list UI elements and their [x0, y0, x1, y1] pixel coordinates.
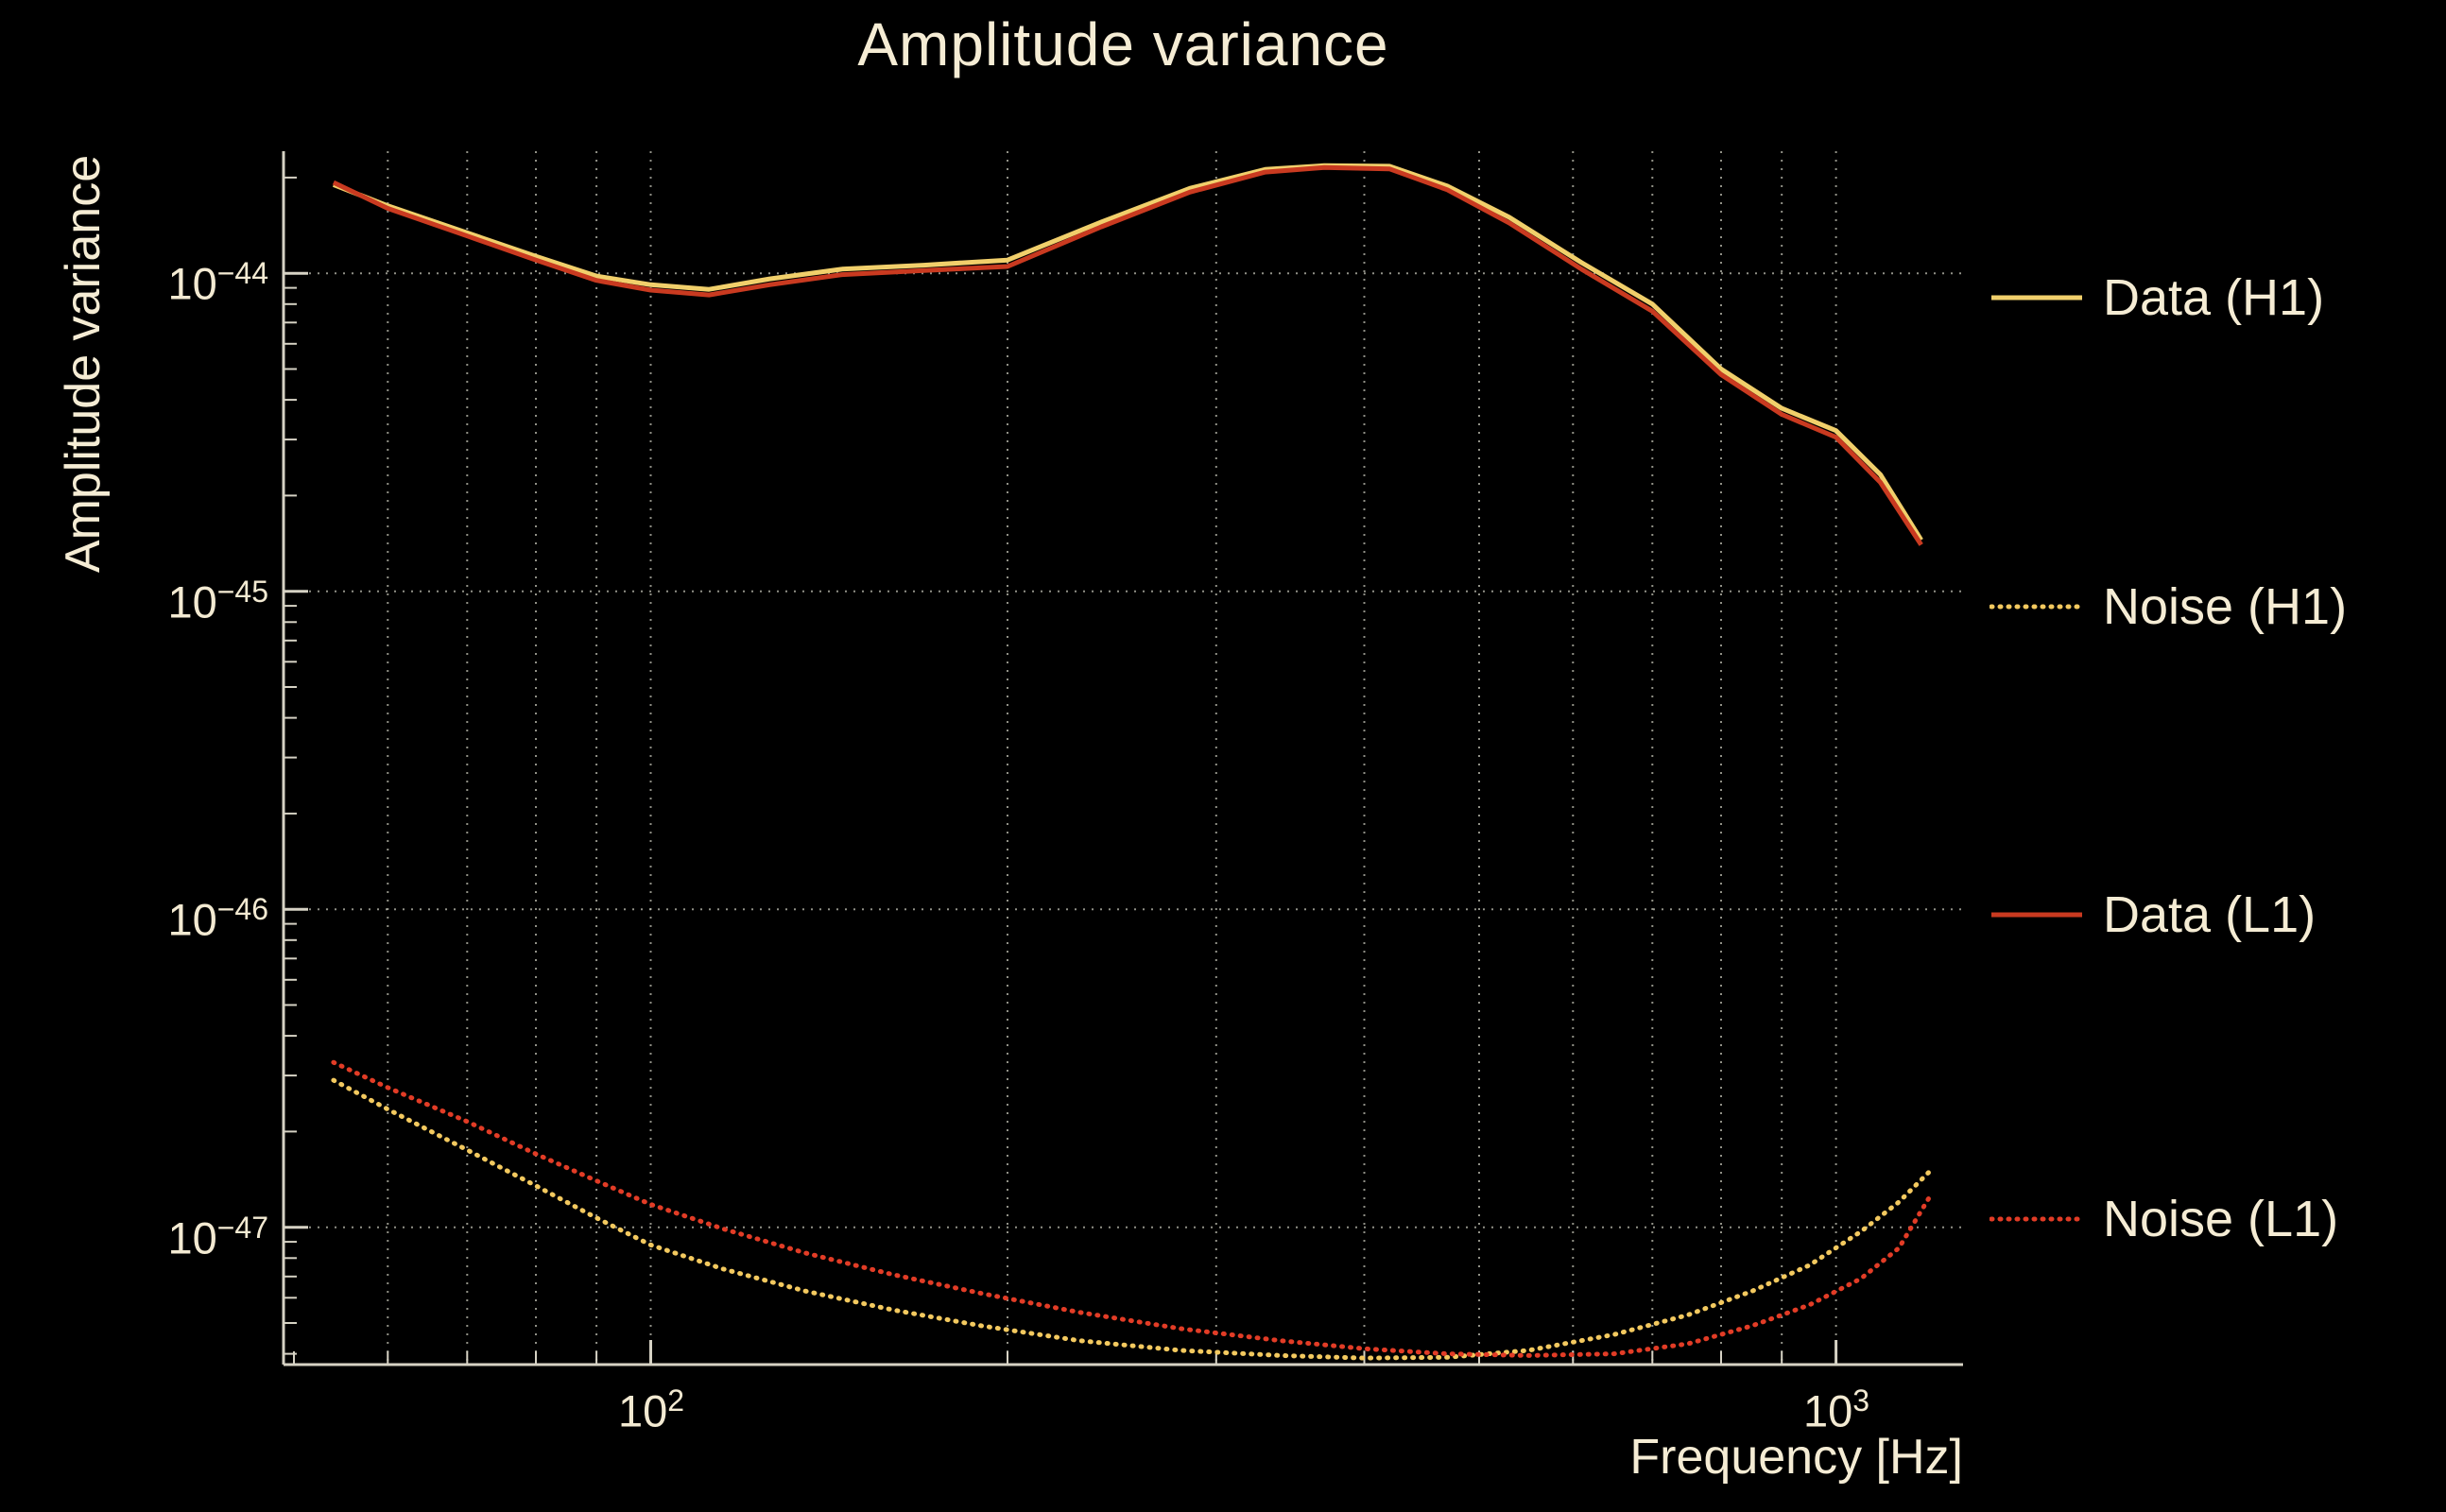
chart-title: Amplitude variance — [857, 10, 1389, 78]
legend-label: Data (L1) — [2103, 886, 2317, 943]
legend-item-data-l1: Data (L1) — [1990, 885, 2316, 944]
x-axis-title: Frequency [Hz] — [1629, 1430, 1963, 1485]
legend: Data (H1) Noise (H1) Data (L1) Noise (L1) — [1990, 0, 2443, 1512]
series-line-noise-l1 — [331, 1059, 1933, 1358]
legend-item-noise-h1: Noise (H1) — [1990, 577, 2347, 636]
series-line-data-h1 — [332, 163, 1923, 541]
legend-line-sample — [1990, 604, 2084, 610]
legend-line-sample — [1991, 295, 2082, 301]
legend-item-noise-l1: Noise (L1) — [1990, 1190, 2338, 1248]
legend-item-data-h1: Data (H1) — [1990, 268, 2324, 327]
legend-label: Noise (H1) — [2103, 578, 2348, 635]
legend-label: Data (H1) — [2103, 269, 2325, 326]
legend-line-sample — [1990, 1216, 2084, 1222]
series-line-noise-h1 — [331, 1077, 1933, 1361]
legend-line-sample — [1991, 912, 2082, 918]
legend-label: Noise (L1) — [2103, 1191, 2339, 1247]
series-line-data-l1 — [332, 164, 1923, 546]
